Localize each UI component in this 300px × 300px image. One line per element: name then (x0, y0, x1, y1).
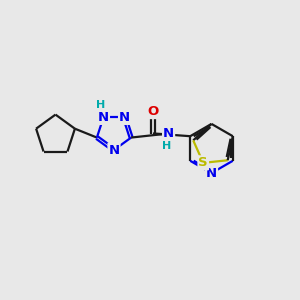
Text: N: N (163, 127, 174, 140)
Text: H: H (162, 140, 171, 151)
Text: H: H (96, 100, 105, 110)
Text: N: N (98, 111, 109, 124)
Text: O: O (147, 105, 159, 118)
Text: N: N (119, 111, 130, 124)
Text: N: N (108, 143, 120, 157)
Text: S: S (198, 156, 208, 169)
Text: N: N (206, 167, 217, 180)
